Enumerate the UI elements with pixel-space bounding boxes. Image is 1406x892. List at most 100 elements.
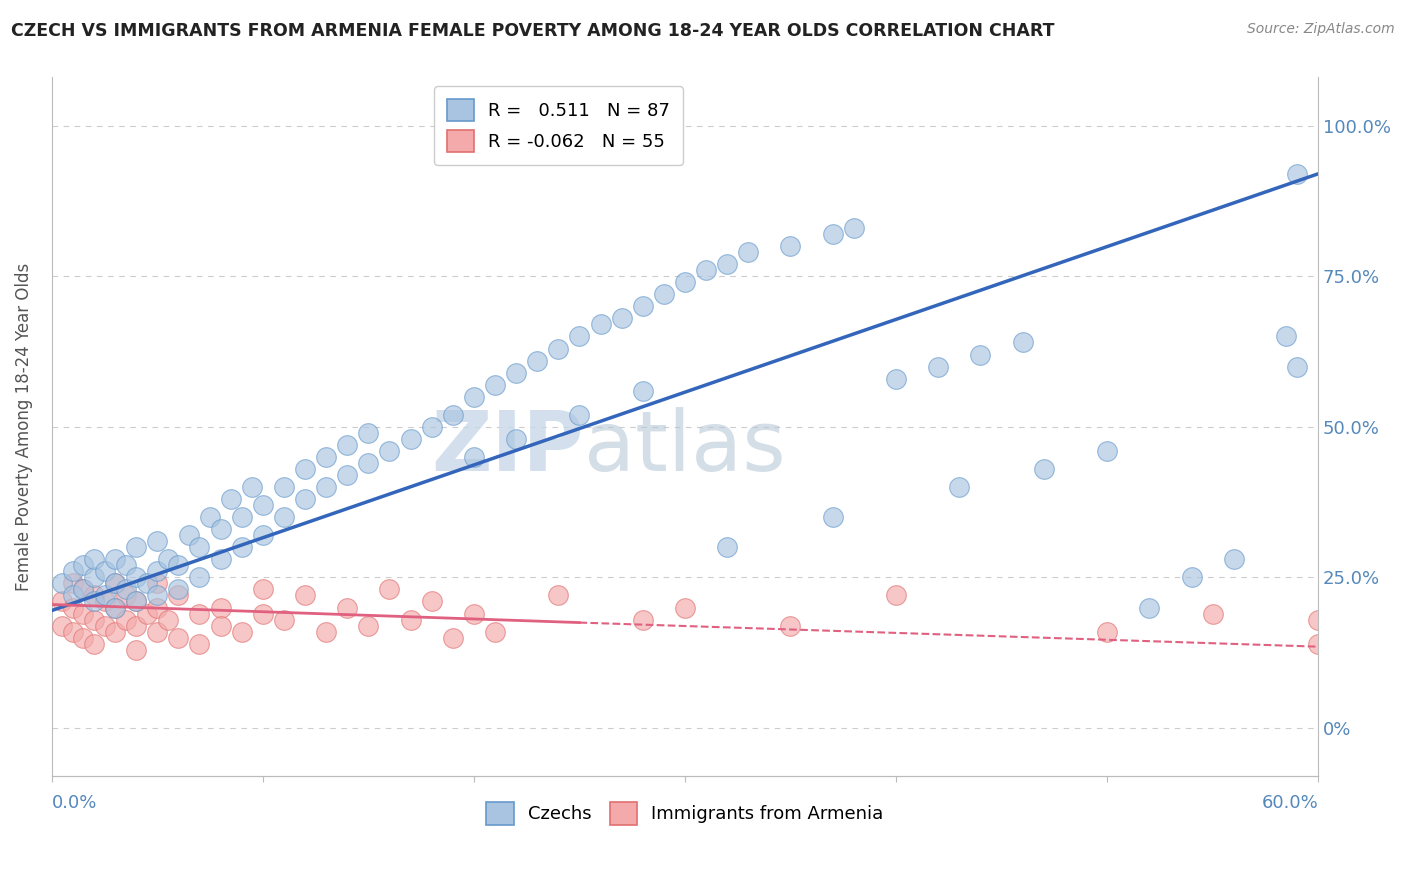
Point: [273, 480, 295, 494]
Point: [72, 558, 94, 573]
Point: [547, 589, 569, 603]
Point: [631, 613, 654, 627]
Text: ZIP: ZIP: [432, 408, 583, 488]
Point: [146, 576, 169, 591]
Point: [252, 528, 274, 542]
Point: [72, 582, 94, 597]
Point: [1222, 552, 1244, 566]
Point: [93, 594, 115, 608]
Point: [399, 613, 422, 627]
Point: [463, 450, 485, 464]
Point: [484, 377, 506, 392]
Point: [209, 600, 232, 615]
Text: Source: ZipAtlas.com: Source: ZipAtlas.com: [1247, 22, 1395, 37]
Point: [83, 552, 105, 566]
Point: [737, 245, 759, 260]
Point: [114, 613, 136, 627]
Point: [135, 576, 157, 591]
Point: [146, 534, 169, 549]
Point: [1180, 570, 1202, 584]
Point: [177, 528, 200, 542]
Point: [51, 618, 73, 632]
Point: [156, 613, 179, 627]
Point: [1011, 335, 1033, 350]
Point: [83, 570, 105, 584]
Point: [463, 390, 485, 404]
Point: [1285, 359, 1308, 374]
Point: [315, 450, 337, 464]
Point: [673, 275, 696, 289]
Point: [441, 408, 464, 422]
Point: [357, 425, 380, 440]
Point: [93, 565, 115, 579]
Point: [1137, 600, 1160, 615]
Point: [93, 618, 115, 632]
Point: [420, 419, 443, 434]
Point: [167, 589, 190, 603]
Point: [231, 624, 253, 639]
Point: [336, 468, 359, 483]
Point: [884, 371, 907, 385]
Point: [62, 565, 84, 579]
Point: [821, 227, 844, 241]
Point: [156, 552, 179, 566]
Point: [842, 221, 865, 235]
Point: [779, 239, 801, 253]
Point: [83, 589, 105, 603]
Point: [1285, 167, 1308, 181]
Point: [125, 570, 148, 584]
Point: [198, 510, 221, 524]
Point: [62, 576, 84, 591]
Point: [104, 576, 127, 591]
Text: atlas: atlas: [583, 408, 786, 488]
Point: [125, 594, 148, 608]
Point: [294, 589, 316, 603]
Point: [610, 311, 633, 326]
Point: [673, 600, 696, 615]
Point: [378, 582, 401, 597]
Point: [1275, 329, 1298, 343]
Point: [357, 618, 380, 632]
Point: [72, 582, 94, 597]
Point: [378, 443, 401, 458]
Point: [104, 552, 127, 566]
Point: [51, 594, 73, 608]
Point: [336, 438, 359, 452]
Point: [209, 552, 232, 566]
Point: [114, 558, 136, 573]
Point: [273, 613, 295, 627]
Point: [83, 594, 105, 608]
Point: [505, 432, 527, 446]
Point: [589, 318, 612, 332]
Point: [526, 353, 548, 368]
Point: [463, 607, 485, 621]
Point: [209, 522, 232, 536]
Point: [695, 263, 717, 277]
Point: [104, 600, 127, 615]
Point: [83, 613, 105, 627]
Point: [1095, 443, 1118, 458]
Point: [135, 607, 157, 621]
Point: [420, 594, 443, 608]
Point: [72, 631, 94, 645]
Point: [209, 618, 232, 632]
Point: [104, 600, 127, 615]
Point: [399, 432, 422, 446]
Point: [1308, 613, 1330, 627]
Point: [631, 384, 654, 398]
Point: [484, 624, 506, 639]
Y-axis label: Female Poverty Among 18-24 Year Olds: Female Poverty Among 18-24 Year Olds: [15, 262, 32, 591]
Point: [188, 637, 211, 651]
Point: [927, 359, 949, 374]
Point: [240, 480, 263, 494]
Point: [252, 607, 274, 621]
Point: [1095, 624, 1118, 639]
Point: [336, 600, 359, 615]
Point: [294, 492, 316, 507]
Point: [167, 558, 190, 573]
Point: [779, 618, 801, 632]
Point: [146, 600, 169, 615]
Point: [219, 492, 242, 507]
Point: [104, 576, 127, 591]
Point: [1308, 637, 1330, 651]
